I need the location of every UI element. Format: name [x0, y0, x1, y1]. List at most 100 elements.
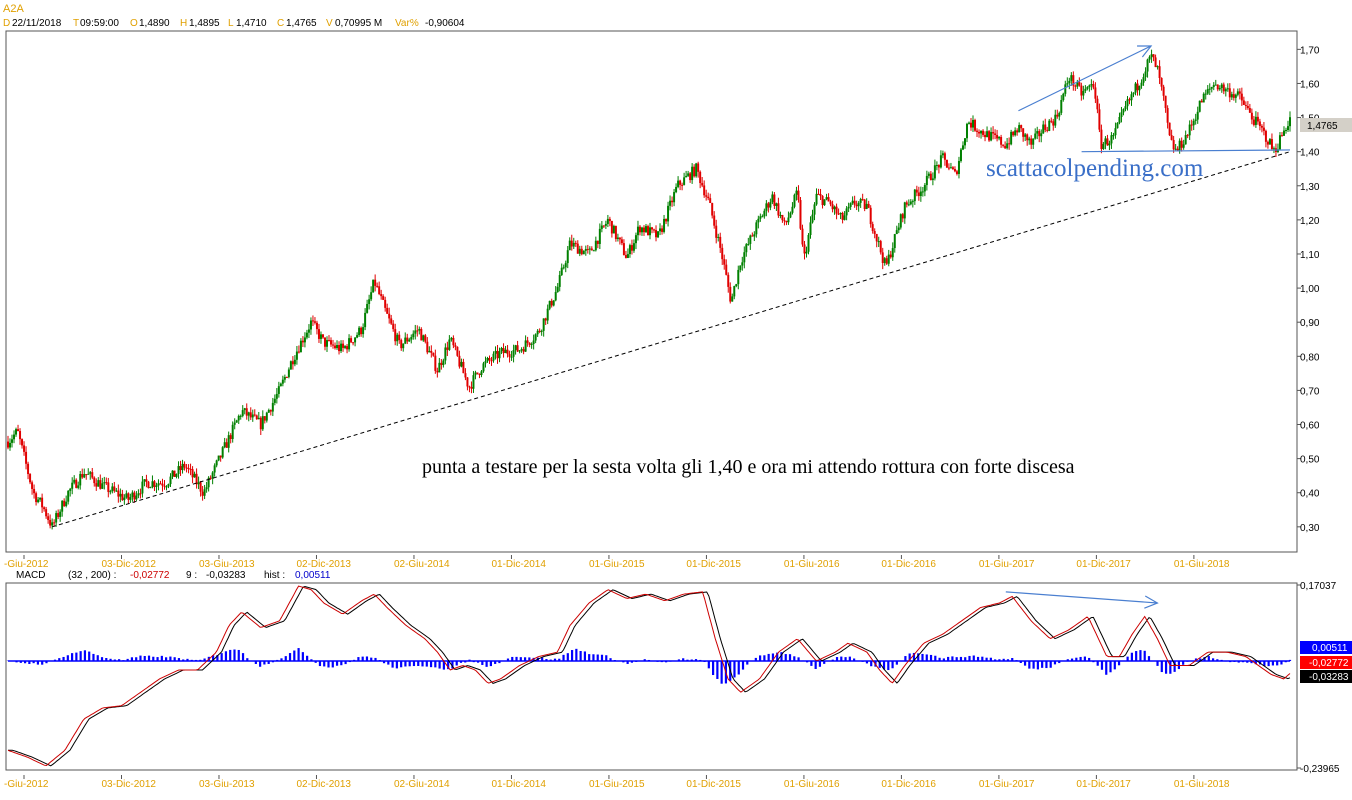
macd-name: MACD [16, 570, 45, 581]
candle-body [534, 334, 537, 341]
macd-y-tick-label: 0,17037 [1300, 581, 1337, 592]
candle-body [1289, 117, 1291, 127]
candle-body [1266, 141, 1269, 145]
candle-body [390, 318, 393, 324]
candle-body [622, 243, 625, 256]
candle-body [1254, 116, 1257, 125]
candle-body [685, 175, 688, 178]
quote-header: D 22/11/2018 T 09:59:00 O 1,4890 H 1,489… [3, 18, 465, 29]
candle-body [1116, 122, 1119, 129]
price-y-tick-label: 1,70 [1300, 45, 1320, 56]
candle-body [719, 236, 722, 248]
candle-body [935, 164, 938, 166]
candle-body [255, 415, 258, 420]
candle-body [251, 414, 254, 418]
candle-body [169, 476, 172, 485]
candle-body [849, 203, 852, 207]
quote-H-key: H [180, 18, 187, 29]
candle-body [562, 267, 565, 269]
hist-tag-value: 0,00511 [1312, 643, 1348, 654]
price-x-label: 02-Dic-2013 [296, 559, 351, 570]
candle-body [161, 483, 164, 486]
candle-body [1270, 139, 1273, 150]
candle-body [334, 345, 337, 349]
macd-x-label: 01-Dic-2017 [1076, 779, 1131, 790]
candle-body [496, 350, 499, 359]
candle-body [227, 435, 230, 448]
candle-body [1058, 112, 1061, 117]
candle-body [556, 286, 559, 292]
candle-body [498, 351, 501, 359]
quote-L-key: L [228, 18, 234, 29]
candle-body [881, 252, 884, 264]
candle-body [978, 131, 981, 134]
candle-body [911, 201, 914, 203]
candle-body [442, 360, 445, 366]
candle-body [450, 337, 453, 340]
candle-body [917, 192, 920, 197]
candle-body [209, 477, 212, 479]
candle-body [438, 362, 441, 373]
price-y-tick-label: 1,60 [1300, 79, 1320, 90]
candle-body [837, 213, 840, 215]
candle-body [143, 479, 146, 482]
candle-body [923, 185, 926, 192]
candle-body [889, 254, 892, 258]
macd-x-label: 01-Giu-2015 [589, 779, 645, 790]
candle-body [1054, 114, 1057, 126]
candle-body [263, 416, 266, 421]
candle-body [1082, 90, 1085, 96]
hist-tag [1300, 641, 1352, 654]
candle-body [1128, 99, 1131, 101]
candle-body [113, 486, 116, 491]
candle-body [986, 131, 989, 138]
price-trend-arrow [1018, 45, 1153, 112]
candle-body [763, 210, 766, 217]
candle-body [673, 192, 676, 203]
candle-body [392, 323, 395, 330]
candle-body [29, 474, 32, 483]
candle-body [133, 492, 136, 500]
candles-group [7, 49, 1291, 530]
candle-body [241, 410, 244, 416]
candle-body [606, 218, 609, 224]
candle-body [181, 463, 184, 471]
candle-body [1118, 117, 1121, 123]
candle-body [873, 231, 876, 234]
candle-body [1030, 138, 1033, 145]
candle-body [976, 130, 979, 132]
candle-body [646, 226, 649, 236]
candle-body [1114, 128, 1117, 136]
candle-body [661, 228, 664, 232]
candle-body [1038, 131, 1041, 137]
quote-var-key: Var% [395, 18, 419, 29]
candle-body [1180, 140, 1183, 148]
candle-body [81, 473, 84, 478]
candle-body [504, 349, 507, 354]
candle-body [285, 376, 288, 378]
macd-x-label: 01-Dic-2015 [686, 779, 741, 790]
candle-body [107, 482, 110, 492]
candle-body [679, 180, 682, 185]
candle-body [257, 417, 260, 420]
macd-tag [1300, 656, 1352, 669]
candle-body [897, 227, 900, 231]
candle-body [1112, 135, 1115, 137]
candle-body [486, 357, 489, 362]
candle-body [31, 482, 34, 489]
candle-body [394, 329, 397, 342]
candle-body [831, 204, 834, 210]
candle-body [458, 355, 461, 367]
candle-body [342, 343, 345, 348]
candle-body [1184, 135, 1187, 145]
candle-body [841, 212, 844, 220]
candle-body [655, 230, 658, 238]
candle-body [201, 491, 204, 496]
candle-body [1268, 139, 1271, 145]
macd-x-label: 01-Giu-2016 [784, 779, 840, 790]
macd-x-label: 01-Giu-2018 [1174, 779, 1230, 790]
candle-body [642, 227, 645, 233]
macd-value: -0,02772 [130, 570, 170, 581]
candle-body [97, 480, 100, 487]
candle-body [360, 327, 363, 335]
